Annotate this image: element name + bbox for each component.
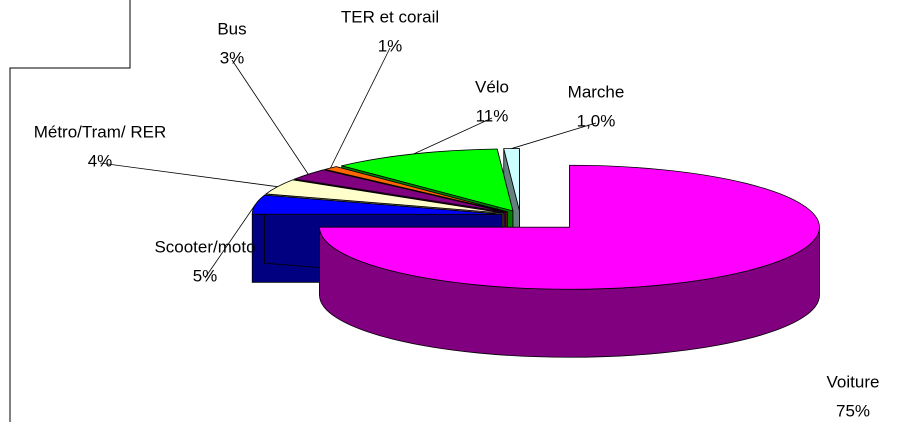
value-label: 1% [378,36,403,55]
value-label: 5% [193,266,218,285]
leader-line [231,59,309,175]
leader-line [204,204,256,279]
slice-label: Vélo [475,77,509,96]
value-label: 1,0% [577,111,616,130]
value-label: 11% [476,106,509,125]
value-label: 75% [836,401,870,420]
slice-label: Bus [217,19,246,38]
slice-label: TER et corail [341,7,439,26]
value-label: 4% [88,151,113,170]
wedge [324,166,508,213]
slice-label: Voiture [827,372,880,391]
leader-line [99,162,278,188]
slice-label: Marche [568,82,625,101]
wedge [319,164,820,290]
frame [9,0,131,422]
wedge [264,179,504,214]
leader-line [511,122,597,149]
slice-label: Scooter/moto [154,237,255,256]
leader-line [413,117,493,155]
value-label: 3% [220,48,245,67]
leader-line [330,47,391,169]
slice-label: Métro/Tram/ RER [34,122,167,141]
